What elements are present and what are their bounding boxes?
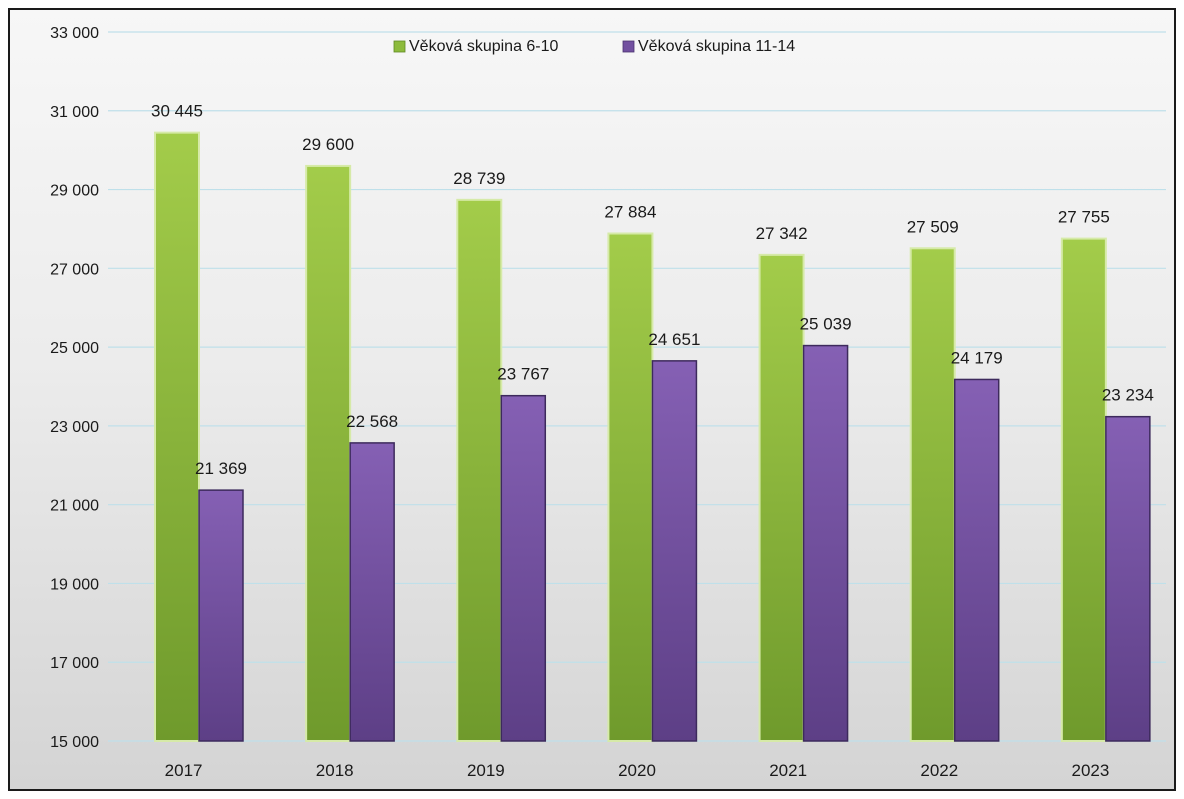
data-label-age-6-10-2021: 27 342 xyxy=(756,224,808,243)
bar-age-11-14-2017 xyxy=(198,489,244,742)
y-tick-label: 29 000 xyxy=(50,183,99,200)
bar-age-11-14-2020 xyxy=(651,360,698,742)
bar-age-11-14-2018 xyxy=(349,442,395,742)
y-tick-label: 31 000 xyxy=(50,104,99,121)
y-tick-label: 33 000 xyxy=(50,25,99,42)
x-tick-label-2018: 2018 xyxy=(316,761,354,780)
data-label-age-6-10-2019: 28 739 xyxy=(453,169,505,188)
bar-age-11-14-2021 xyxy=(802,344,849,742)
y-tick-label: 25 000 xyxy=(50,340,99,357)
bar-chart: 15 000 17 000 19 000 21 000 23 000 25 000 27 0… xyxy=(50,25,1166,780)
bar-age-11-14-2019 xyxy=(500,394,547,742)
y-tick-label: 27 000 xyxy=(50,261,99,278)
bar-age-6-10-2022 xyxy=(909,247,956,742)
legend-label-age-11-14: Věková skupina 11-14 xyxy=(638,38,795,55)
data-label-age-6-10-2017: 30 445 xyxy=(151,102,203,121)
y-tick-label: 21 000 xyxy=(50,498,99,515)
bar-age-6-10-2021 xyxy=(758,253,805,742)
data-label-age-6-10-2023: 27 755 xyxy=(1058,208,1110,227)
bar-age-6-10-2019 xyxy=(456,198,503,742)
bar-age-11-14-2022 xyxy=(953,378,1000,742)
data-label-age-6-10-2018: 29 600 xyxy=(302,135,354,154)
legend-swatch-age-6-10 xyxy=(393,40,406,53)
bar-age-6-10-2020 xyxy=(607,232,654,742)
x-tick-label-2020: 2020 xyxy=(618,761,656,780)
bar-age-11-14-2023 xyxy=(1105,415,1151,742)
x-tick-label-2022: 2022 xyxy=(920,761,958,780)
bars xyxy=(154,131,1151,742)
data-label-age-11-14-2020: 24 651 xyxy=(648,330,700,349)
data-label-age-11-14-2019: 23 767 xyxy=(497,365,549,384)
chart-frame: 15 000 17 000 19 000 21 000 23 000 25 000 27 0… xyxy=(8,8,1176,791)
y-axis-tick-labels: 15 000 17 000 19 000 21 000 23 000 25 000 27 0… xyxy=(50,25,99,751)
data-label-age-6-10-2022: 27 509 xyxy=(907,217,959,236)
bar-age-6-10-2023 xyxy=(1060,237,1107,742)
x-tick-label-2017: 2017 xyxy=(165,761,203,780)
y-tick-label: 15 000 xyxy=(50,734,99,751)
y-tick-label: 19 000 xyxy=(50,576,99,593)
data-label-age-11-14-2021: 25 039 xyxy=(800,315,852,334)
bar-age-6-10-2017 xyxy=(154,131,200,742)
x-axis-tick-labels: 2017 2018 2019 2020 2021 2022 2023 xyxy=(165,761,1110,780)
y-tick-label: 17 000 xyxy=(50,655,99,672)
data-label-age-11-14-2017: 21 369 xyxy=(195,459,247,478)
x-tick-label-2019: 2019 xyxy=(467,761,505,780)
x-tick-label-2021: 2021 xyxy=(769,761,807,780)
data-label-age-11-14-2023: 23 234 xyxy=(1102,386,1154,405)
data-label-age-11-14-2018: 22 568 xyxy=(346,412,398,431)
legend-label-age-6-10: Věková skupina 6-10 xyxy=(409,38,559,55)
legend-swatch-age-11-14 xyxy=(622,40,635,53)
x-tick-label-2023: 2023 xyxy=(1072,761,1110,780)
data-label-age-11-14-2022: 24 179 xyxy=(951,348,1003,367)
y-tick-label: 23 000 xyxy=(50,419,99,436)
legend: Věková skupina 6-10 Věková skupina 11-14 xyxy=(393,38,795,55)
data-labels: 30 445 21 369 29 600 22 568 28 739 23 767 27 8… xyxy=(151,102,1154,478)
bar-age-6-10-2018 xyxy=(305,164,352,742)
data-label-age-6-10-2020: 27 884 xyxy=(604,203,656,222)
